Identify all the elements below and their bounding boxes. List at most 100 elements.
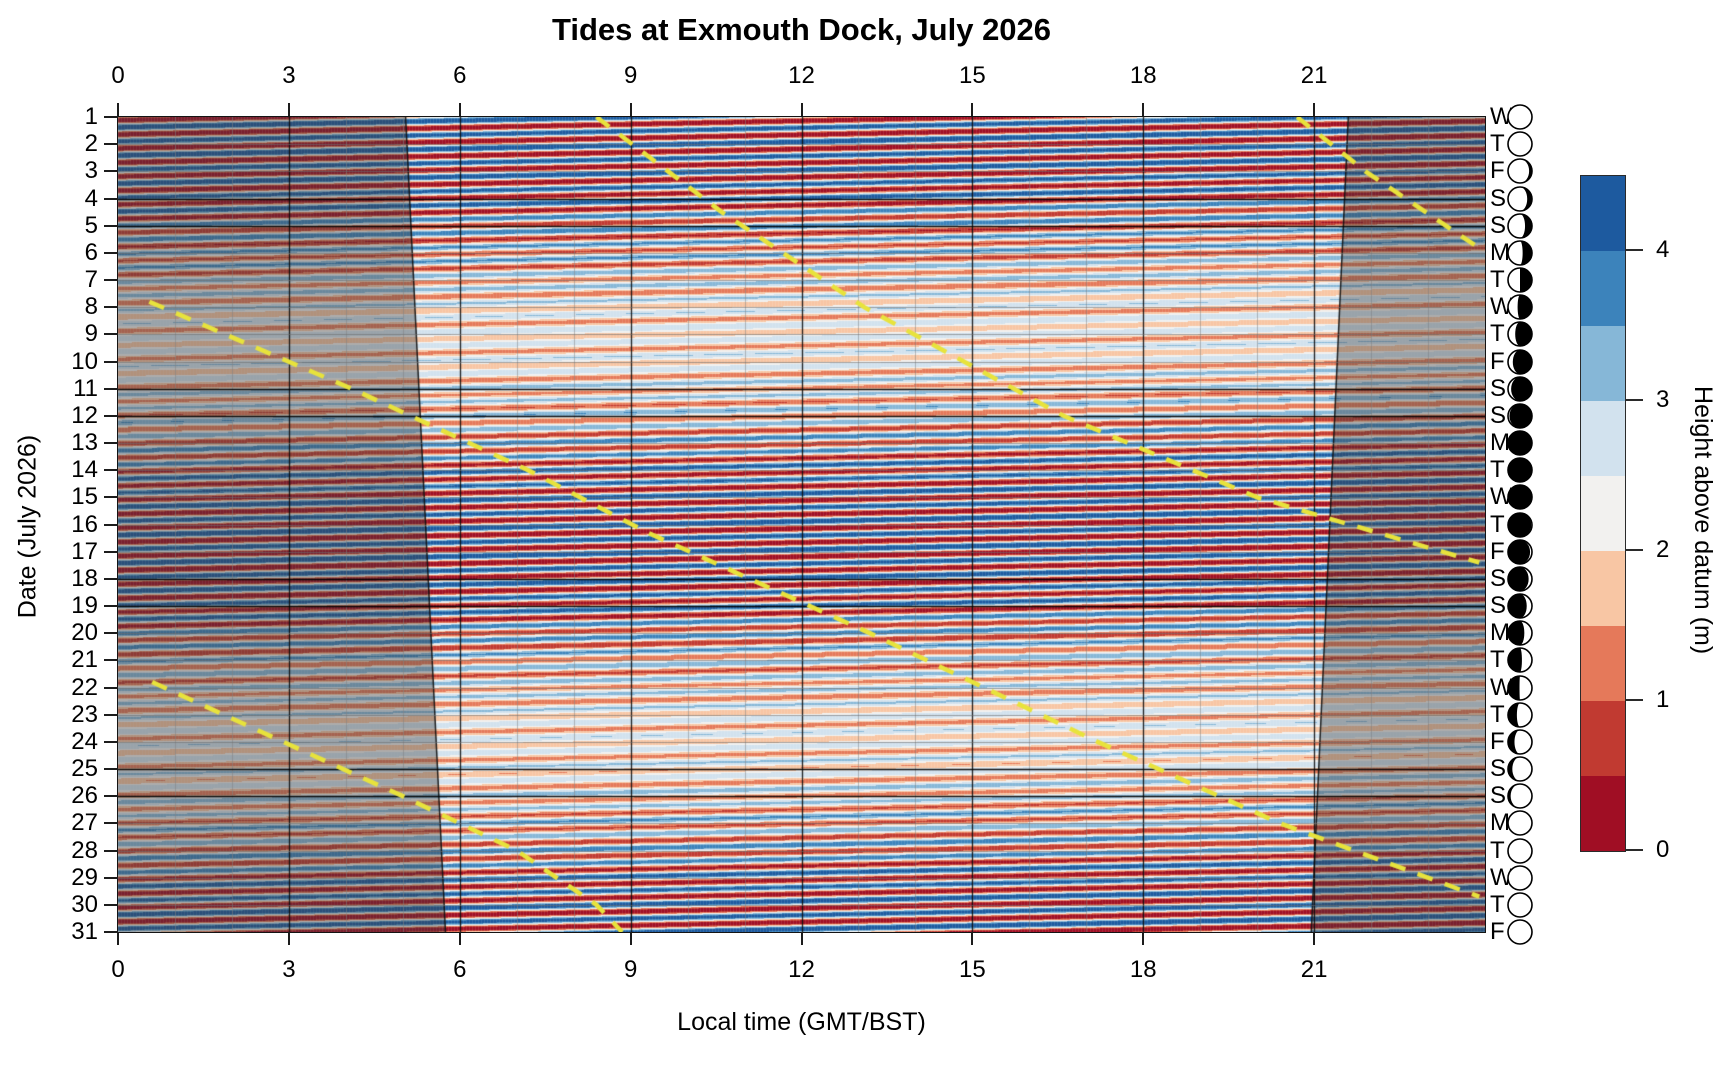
x-axis-tick	[117, 103, 119, 116]
weekday-letter: S	[1490, 401, 1507, 429]
colorbar-segment	[1581, 401, 1625, 476]
moon-phase-icon	[1506, 837, 1534, 865]
y-axis-tick	[104, 333, 118, 336]
date-label: 9	[84, 320, 98, 348]
y-axis-tick	[104, 550, 118, 553]
colorbar-segment	[1581, 551, 1625, 626]
y-axis-tick	[104, 414, 118, 417]
weekday-letter: M	[1490, 238, 1510, 266]
x-axis-tick	[458, 932, 461, 945]
y-axis-tick	[104, 279, 118, 281]
date-label: 19	[71, 592, 98, 619]
x-axis-tick-label: 18	[1129, 62, 1157, 89]
colorbar-segment	[1581, 176, 1625, 251]
colorbar-tick	[1626, 849, 1643, 851]
x-axis-tick	[287, 103, 290, 116]
x-axis-tick-label: 0	[111, 62, 125, 89]
weekday-letter: F	[1490, 157, 1505, 185]
y-axis-tick	[104, 469, 118, 472]
date-label: 4	[84, 184, 98, 212]
x-axis-tick-label: 3	[282, 62, 296, 89]
y-axis-tick	[104, 496, 118, 499]
date-label: 23	[71, 700, 98, 728]
y-axis-tick	[104, 197, 118, 200]
moon-phase-icon	[1506, 185, 1534, 213]
moon-phase-icon	[1506, 809, 1534, 837]
date-label: 22	[71, 673, 98, 701]
moon-phase-icon	[1506, 157, 1534, 185]
y-axis-tick	[104, 876, 118, 879]
weekday-letter: F	[1490, 727, 1505, 755]
moon-phase-icon	[1506, 483, 1534, 511]
weekday-letter: T	[1490, 700, 1505, 728]
weekday-letter: S	[1490, 755, 1507, 782]
x-axis-tick	[458, 103, 461, 116]
x-axis-tick-label: 15	[959, 62, 986, 89]
y-axis-tick	[104, 306, 118, 309]
y-axis-tick	[104, 632, 118, 635]
moon-phase-icon	[1506, 755, 1534, 783]
date-label: 5	[84, 211, 98, 239]
colorbar-segment	[1581, 626, 1625, 701]
date-label: 21	[71, 646, 98, 674]
moon-phase-icon	[1506, 592, 1534, 620]
moon-phase-icon	[1506, 320, 1534, 348]
date-label: 18	[71, 564, 98, 592]
moon-phase-icon	[1506, 239, 1534, 267]
moon-phase-icon	[1506, 538, 1534, 566]
y-axis-tick	[104, 931, 118, 933]
weekday-letter: T	[1490, 130, 1505, 158]
date-label: 20	[71, 619, 98, 647]
moon-phase-icon	[1506, 212, 1534, 240]
y-axis-tick	[104, 251, 118, 254]
weekday-letter: W	[1490, 863, 1513, 891]
x-axis-tick	[971, 932, 974, 945]
x-axis-tick-label: 15	[959, 956, 986, 983]
colorbar-tick-label: 1	[1656, 686, 1670, 713]
weekday-letter: T	[1490, 836, 1505, 864]
weekday-letter: M	[1490, 809, 1510, 837]
weekday-letter: T	[1490, 510, 1505, 538]
y-axis-tick	[104, 713, 118, 716]
weekday-letter: S	[1490, 374, 1507, 402]
weekday-letter: W	[1490, 483, 1513, 511]
weekday-letter: W	[1490, 293, 1513, 321]
x-axis-tick-label: 12	[788, 956, 815, 983]
y-axis-tick	[104, 605, 118, 607]
colorbar	[1580, 175, 1626, 852]
weekday-letter: T	[1490, 320, 1505, 348]
y-axis-tick	[104, 795, 118, 798]
y-axis-label: Date (July 2026)	[13, 434, 42, 619]
x-axis-tick	[629, 932, 632, 945]
weekday-letter: S	[1490, 782, 1507, 810]
x-axis-tick	[629, 103, 632, 116]
weekday-letter: S	[1490, 211, 1507, 239]
y-axis-tick	[104, 170, 118, 173]
moon-phase-icon	[1506, 402, 1534, 430]
weekday-letter: T	[1490, 266, 1505, 293]
moon-phase-icon	[1506, 103, 1534, 131]
y-axis-tick	[104, 659, 118, 662]
date-label: 30	[71, 890, 98, 918]
moon-phase-icon	[1506, 375, 1534, 403]
colorbar-segment	[1581, 701, 1625, 776]
y-axis-tick	[104, 523, 118, 526]
moon-phase-icon	[1506, 511, 1534, 539]
moon-phase-icon	[1506, 918, 1534, 946]
date-label: 28	[71, 836, 98, 864]
date-label: 3	[84, 157, 98, 185]
colorbar-segment	[1581, 776, 1625, 851]
y-axis-tick	[104, 577, 118, 580]
date-label: 26	[71, 782, 98, 810]
date-label: 2	[84, 130, 98, 158]
x-axis-tick-label: 18	[1129, 956, 1157, 983]
x-axis-tick	[800, 103, 803, 116]
date-label: 15	[71, 483, 98, 511]
weekday-letter: T	[1490, 646, 1505, 674]
moon-phase-icon	[1506, 429, 1534, 457]
x-axis-tick	[1142, 103, 1145, 116]
date-label: 31	[71, 918, 98, 945]
x-axis-tick-label: 12	[788, 62, 815, 89]
date-label: 12	[71, 401, 98, 429]
